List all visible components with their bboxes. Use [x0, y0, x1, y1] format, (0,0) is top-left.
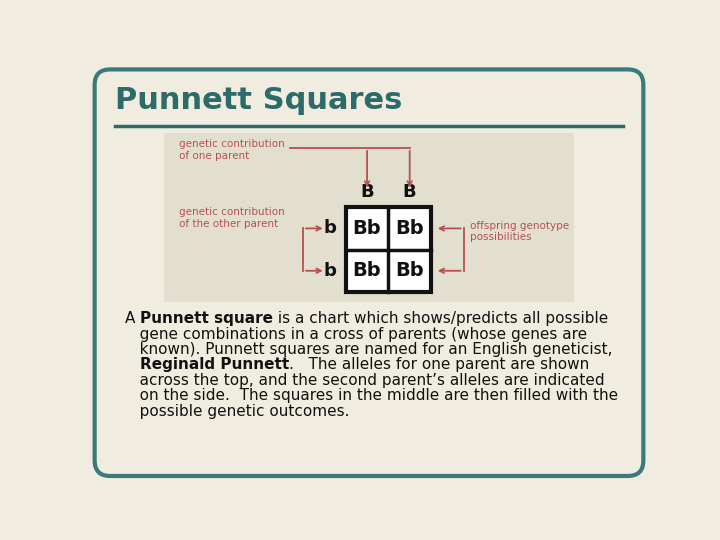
Bar: [346, 207, 431, 292]
Text: Punnett square: Punnett square: [140, 311, 273, 326]
Text: b: b: [324, 262, 337, 280]
Text: Bb: Bb: [395, 261, 424, 280]
Text: on the side.  The squares in the middle are then filled with the: on the side. The squares in the middle a…: [125, 388, 618, 403]
Text: across the top, and the second parent’s alleles are indicated: across the top, and the second parent’s …: [125, 373, 605, 388]
Text: B: B: [403, 183, 416, 201]
Text: A: A: [125, 311, 140, 326]
Text: .   The alleles for one parent are shown: . The alleles for one parent are shown: [289, 357, 589, 373]
Text: Bb: Bb: [353, 219, 382, 238]
Bar: [163, 132, 575, 302]
Text: genetic contribution
of one parent: genetic contribution of one parent: [179, 139, 285, 161]
Text: b: b: [324, 219, 337, 238]
Text: is a chart which shows/predicts all possible: is a chart which shows/predicts all poss…: [273, 311, 608, 326]
Text: offspring genotype
possibilities: offspring genotype possibilities: [469, 221, 569, 242]
Text: Reginald Punnett: Reginald Punnett: [140, 357, 289, 373]
Text: possible genetic outcomes.: possible genetic outcomes.: [125, 403, 349, 418]
Text: known). Punnett squares are named for an English geneticist,: known). Punnett squares are named for an…: [125, 342, 613, 357]
Text: B: B: [360, 183, 374, 201]
Text: Punnett Squares: Punnett Squares: [114, 86, 402, 116]
FancyBboxPatch shape: [94, 70, 644, 476]
Text: Bb: Bb: [353, 261, 382, 280]
Text: genetic contribution
of the other parent: genetic contribution of the other parent: [179, 207, 285, 229]
Text: Bb: Bb: [395, 219, 424, 238]
Text: gene combinations in a cross of parents (whose genes are: gene combinations in a cross of parents …: [125, 327, 587, 342]
